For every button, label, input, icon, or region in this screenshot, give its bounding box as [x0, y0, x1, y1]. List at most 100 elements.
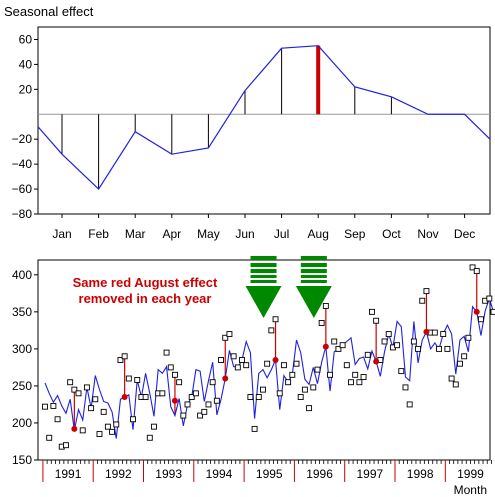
observed-point	[92, 396, 99, 403]
top-seasonal-line	[37, 45, 491, 191]
top-ytick-label: 20	[19, 82, 33, 96]
august-marker	[373, 358, 380, 365]
observed-point	[71, 386, 78, 393]
top-xtick-label: May	[197, 227, 220, 241]
observed-point	[327, 371, 333, 378]
observed-point	[448, 375, 455, 382]
august-marker	[121, 394, 128, 401]
observed-point	[356, 379, 363, 386]
arrow-stripe	[250, 263, 277, 267]
observed-point	[75, 390, 82, 397]
top-xtick-label: Nov	[417, 227, 438, 241]
top-xtick-label: Oct	[382, 227, 401, 241]
bottom-ytick-label: 150	[12, 453, 32, 467]
bottom-chart-xlabel: Month	[454, 483, 487, 497]
top-ytick-label: −60	[12, 182, 33, 196]
observed-point	[268, 327, 275, 334]
observed-point	[218, 357, 225, 363]
observed-point	[490, 308, 495, 315]
observed-point	[331, 338, 338, 345]
observed-point	[184, 401, 191, 408]
top-ytick-label: 60	[19, 32, 33, 46]
observed-point	[130, 416, 136, 423]
top-x-axis: Jan Feb Mar Apr May Jun Jul Aug Sep Oct Nov Dec	[52, 214, 475, 241]
observed-point	[301, 386, 308, 393]
observed-point	[431, 329, 438, 336]
observed-point	[352, 371, 359, 378]
bottom-ytick-label: 400	[12, 268, 32, 282]
observed-point	[226, 331, 233, 338]
top-xtick-label: Dec	[454, 227, 475, 241]
observed-point	[289, 371, 296, 378]
observed-point	[335, 345, 342, 352]
top-y-axis: −80 −60 −40 −20 20 40 60	[12, 32, 38, 221]
observed-point	[205, 401, 212, 408]
bottom-ytick-label: 350	[12, 305, 32, 319]
observed-point	[339, 342, 346, 349]
top-xtick-label: Sep	[344, 227, 366, 241]
observed-point	[461, 353, 468, 360]
top-plot-frame	[37, 26, 491, 215]
top-ytick-label: 40	[19, 57, 33, 71]
observed-point	[247, 394, 254, 400]
year-label: 1996	[306, 467, 333, 481]
observed-point	[394, 342, 401, 349]
year-label: 1995	[256, 467, 283, 481]
green-arrows	[245, 256, 332, 318]
seasonal-effect-chart: Seasonal effect −80 −60 −40 −20 20 40 60 Jan Fe…	[4, 4, 491, 241]
august-marker	[222, 375, 229, 382]
arrow-stripe	[300, 263, 327, 267]
observed-point	[457, 360, 463, 367]
observed-point	[63, 442, 69, 449]
observed-point	[255, 394, 262, 400]
observed-point	[104, 423, 111, 430]
top-xtick-label: Apr	[162, 227, 181, 241]
observed-point	[142, 394, 149, 400]
top-xtick-label: Mar	[125, 227, 146, 241]
observed-point	[385, 331, 392, 338]
observed-point	[402, 384, 409, 391]
observed-point	[176, 379, 183, 386]
observed-point	[452, 381, 459, 388]
arrow-stripe	[300, 269, 327, 273]
observed-point	[121, 353, 128, 360]
annotation-line-1: Same red August effect	[73, 275, 218, 290]
august-marker	[71, 425, 78, 432]
observed-point	[373, 317, 380, 324]
observed-point	[486, 295, 493, 302]
bottom-ytick-label: 250	[12, 379, 32, 393]
seasonal-effect-line	[37, 45, 491, 191]
observed-point	[410, 338, 417, 345]
observed-point	[222, 334, 229, 341]
observed-point	[192, 390, 199, 397]
observed-point	[146, 434, 153, 441]
arrow-stripe	[250, 280, 277, 283]
observed-point	[42, 403, 48, 410]
observed-point	[322, 302, 329, 309]
observed-point	[276, 390, 283, 397]
observed-point	[100, 408, 107, 415]
arrow-stripe	[250, 256, 277, 260]
observed-point	[234, 364, 241, 371]
arrow-stripe	[300, 275, 327, 278]
observed-point	[188, 394, 195, 400]
year-label: 1997	[357, 467, 384, 481]
observed-point	[280, 362, 287, 369]
august-marker	[272, 357, 279, 363]
observed-point	[159, 390, 166, 397]
bottom-ytick-label: 200	[12, 416, 32, 430]
observed-point	[348, 379, 354, 386]
top-xtick-label: Feb	[88, 227, 109, 241]
observed-point	[79, 427, 86, 434]
observed-point	[360, 374, 367, 380]
observed-point	[419, 297, 426, 304]
observed-point	[469, 264, 476, 271]
august-marker	[423, 328, 430, 335]
observed-point	[213, 397, 220, 404]
observed-point	[134, 377, 141, 383]
observed-point	[125, 375, 132, 382]
observed-point	[109, 428, 116, 435]
august-marker	[473, 308, 480, 315]
